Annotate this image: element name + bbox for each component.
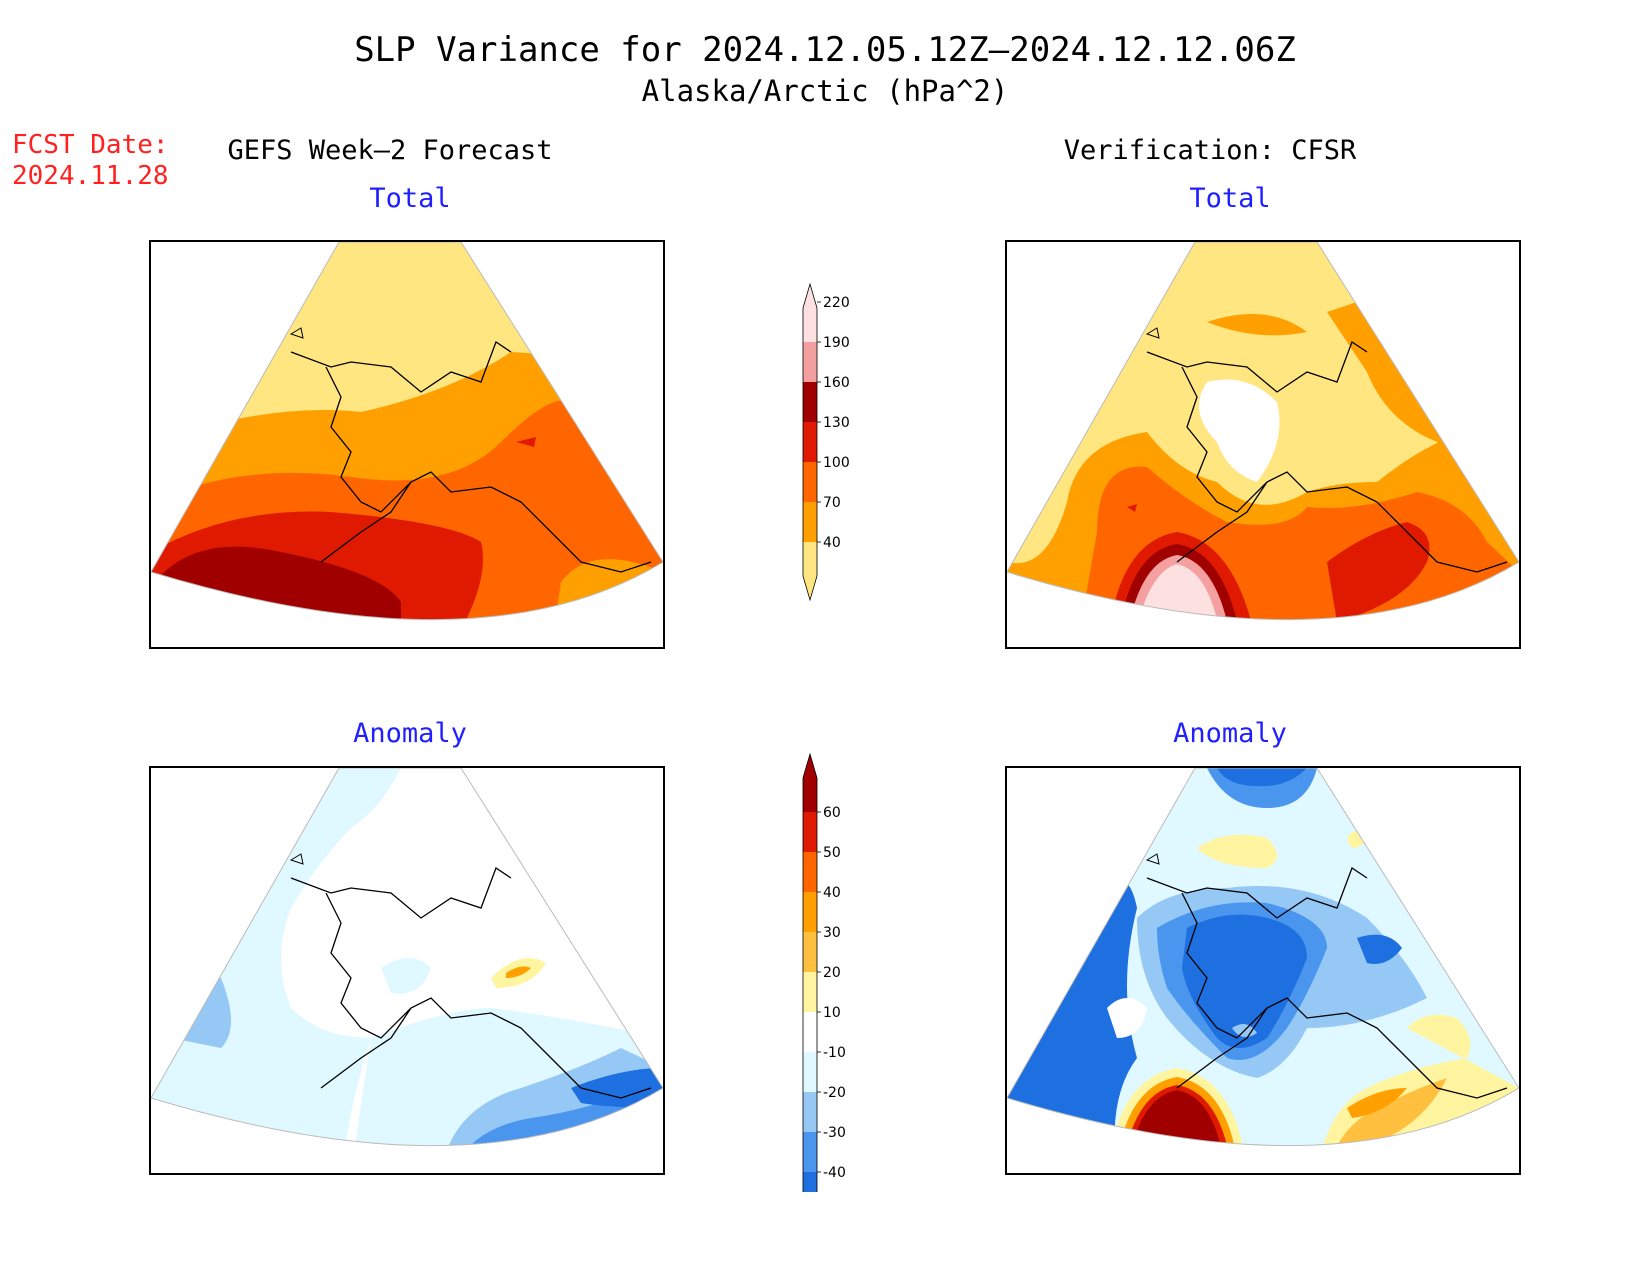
- map-verification-total: [1005, 240, 1521, 649]
- panel-title-bottom-left: Anomaly: [353, 718, 467, 749]
- total-colorbar-swatch: [803, 382, 817, 422]
- total-colorbar-swatch: [803, 542, 817, 600]
- total-colorbar-label: 130: [823, 415, 850, 431]
- anomaly-colorbar-label: 40: [823, 885, 841, 901]
- total-colorbar-label: 70: [823, 495, 841, 511]
- anomaly-colorbar-swatch: [803, 892, 817, 932]
- fcst-date-value: 2024.11.28: [12, 161, 169, 191]
- anomaly-colorbar-swatch: [803, 1052, 817, 1092]
- anomaly-colorbar-label: 10: [823, 1005, 841, 1021]
- total-colorbar: 40 70 100 130 160 190 220: [793, 282, 873, 612]
- panel-title-bottom-right: Anomaly: [1173, 718, 1287, 749]
- total-colorbar-label: 40: [823, 535, 841, 551]
- anomaly-colorbar-label: 30: [823, 925, 841, 941]
- anomaly-colorbar-swatch: [803, 1132, 817, 1172]
- panel-title-top-left: Total: [369, 183, 451, 214]
- map-verification-anomaly: [1005, 766, 1521, 1175]
- anomaly-colorbar-label: -20: [823, 1085, 846, 1101]
- total-colorbar-swatch: [803, 284, 817, 342]
- anomaly-colorbar-swatch: [803, 1172, 817, 1230]
- total-colorbar-label: 190: [823, 335, 850, 351]
- figure-subtitle: Alaska/Arctic (hPa^2): [641, 74, 1009, 108]
- right-column-title: Verification: CFSR: [1063, 135, 1357, 166]
- anomaly-colorbar-label: 60: [823, 805, 841, 821]
- anomaly-colorbar-label: -40: [823, 1165, 846, 1181]
- figure-title: SLP Variance for 2024.12.05.12Z–2024.12.…: [354, 30, 1296, 70]
- total-colorbar-swatch: [803, 342, 817, 382]
- anomaly-colorbar-swatch: [803, 1012, 817, 1052]
- total-colorbar-label: 100: [823, 455, 850, 471]
- anomaly-colorbar-label: 20: [823, 965, 841, 981]
- total-colorbar-label: 220: [823, 295, 850, 311]
- map-forecast-total: [149, 240, 665, 649]
- panel-title-top-right: Total: [1189, 183, 1271, 214]
- anomaly-colorbar-label: -30: [823, 1125, 846, 1141]
- total-colorbar-outline: [802, 282, 818, 602]
- left-column-title: GEFS Week–2 Forecast: [227, 135, 553, 166]
- fcst-date-label: FCST Date:: [12, 130, 169, 160]
- total-colorbar-swatch: [803, 422, 817, 462]
- anomaly-colorbar-swatch: [803, 932, 817, 972]
- anomaly-colorbar-label: -10: [823, 1045, 846, 1061]
- anomaly-colorbar: -40 -30 -20 -10 10 20 30 40 50 60: [793, 752, 873, 1232]
- total-colorbar-swatch: [803, 462, 817, 502]
- anomaly-colorbar-swatch: [803, 812, 817, 852]
- total-colorbar-label: 160: [823, 375, 850, 391]
- total-colorbar-swatch: [803, 502, 817, 542]
- map-forecast-anomaly: [149, 766, 665, 1175]
- anomaly-colorbar-swatch: [803, 754, 817, 812]
- anomaly-colorbar-swatch: [803, 1092, 817, 1132]
- anomaly-colorbar-label: 50: [823, 845, 841, 861]
- anomaly-colorbar-swatch: [803, 972, 817, 1012]
- anomaly-colorbar-swatch: [803, 852, 817, 892]
